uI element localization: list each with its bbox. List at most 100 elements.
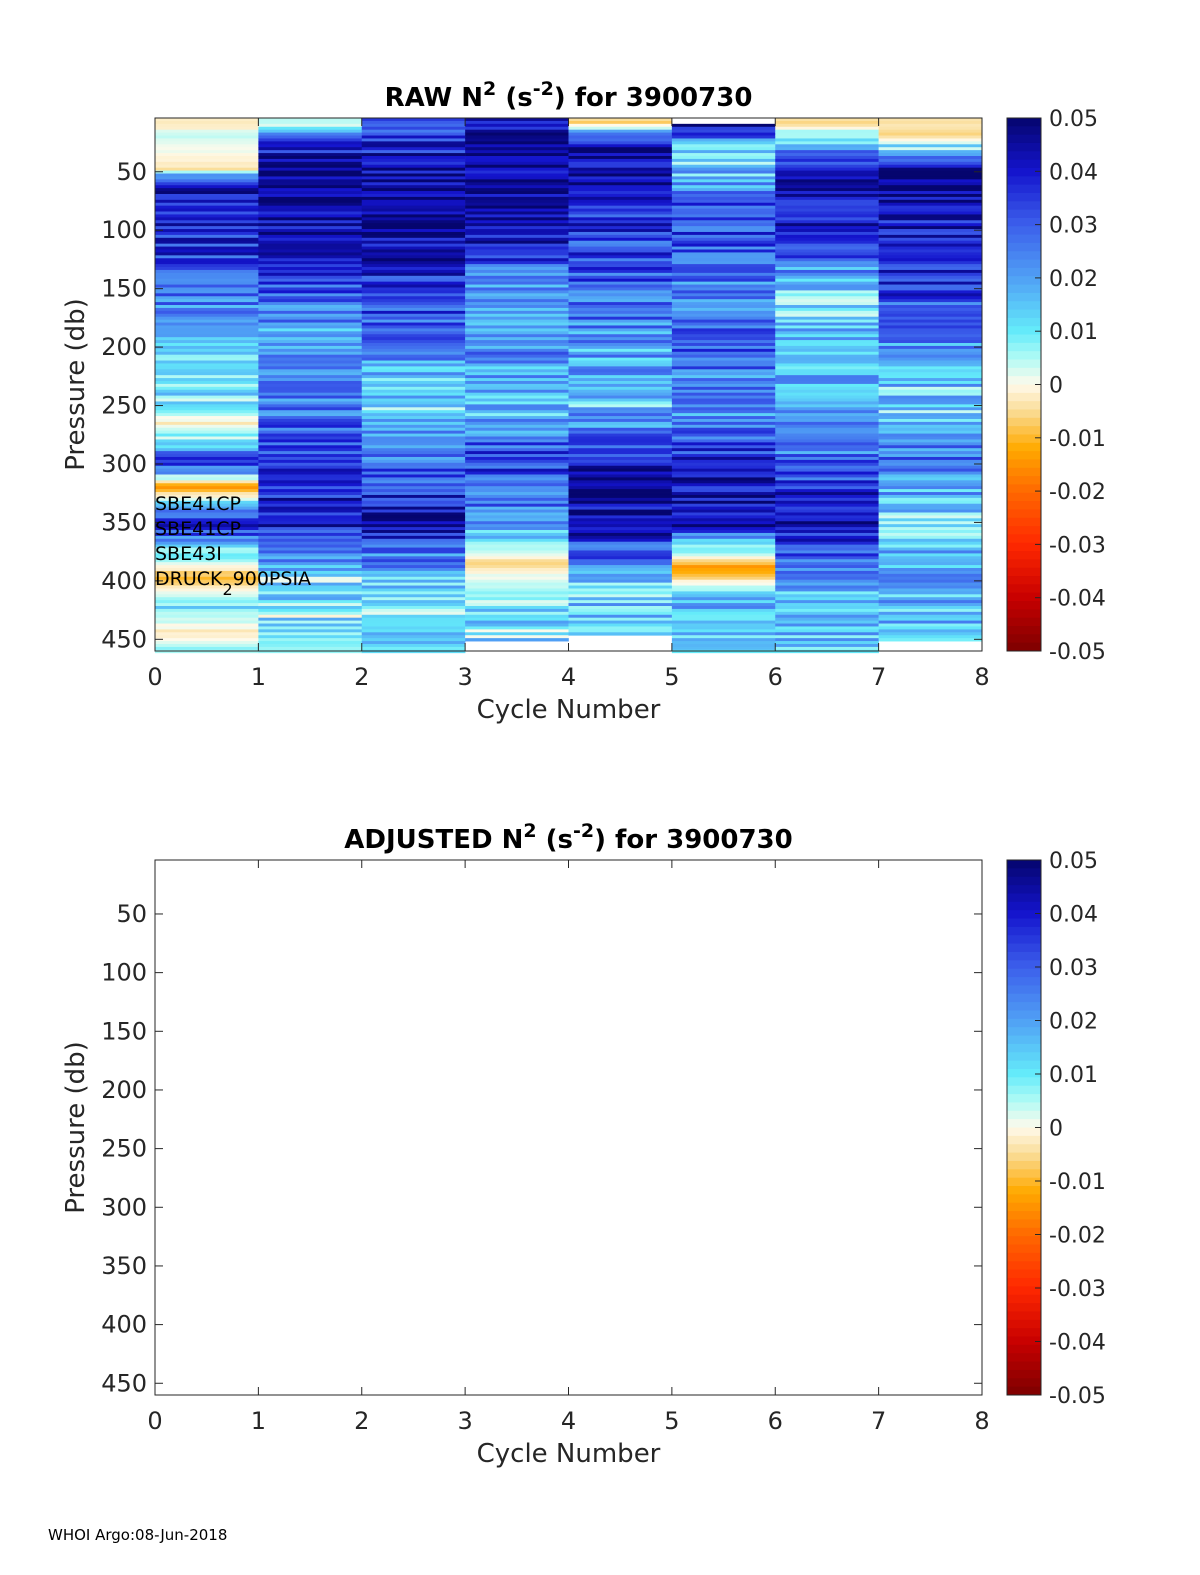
- heatmap-cell: [465, 170, 569, 174]
- heatmap-cell: [155, 433, 259, 437]
- colorbar-segment: [1007, 1002, 1041, 1011]
- heatmap-cell: [258, 340, 363, 344]
- heatmap-cell: [258, 132, 363, 136]
- heatmap-cell: [465, 246, 569, 250]
- heatmap-cell: [155, 643, 259, 648]
- heatmap-cell: [568, 211, 673, 215]
- heatmap-cell: [258, 492, 363, 496]
- heatmap-cell: [465, 214, 569, 218]
- heatmap-cell: [258, 553, 363, 557]
- heatmap-cell: [775, 141, 879, 145]
- heatmap-cell: [775, 375, 879, 379]
- heatmap-cell: [775, 150, 879, 154]
- heatmap-cell: [671, 372, 776, 376]
- heatmap-cell: [258, 264, 363, 268]
- heatmap-cell: [671, 363, 776, 367]
- heatmap-cell: [465, 144, 569, 148]
- heatmap-cell: [155, 489, 259, 493]
- heatmap-cell: [258, 442, 363, 446]
- heatmap-cell: [465, 123, 569, 128]
- heatmap-cell: [361, 123, 466, 128]
- heatmap-cell: [258, 153, 363, 157]
- heatmap-cell: [671, 588, 776, 592]
- heatmap-cell: [258, 430, 363, 434]
- heatmap-cell: [258, 126, 363, 131]
- heatmap-cell: [671, 398, 776, 402]
- heatmap-cell: [775, 474, 879, 478]
- heatmap-cell: [568, 281, 673, 285]
- heatmap-cell: [878, 454, 983, 458]
- heatmap-cell: [775, 617, 879, 622]
- heatmap-cell: [258, 372, 363, 376]
- heatmap-cell: [568, 173, 673, 177]
- colorbar-segment: [1007, 1311, 1041, 1321]
- heatmap-cell: [568, 290, 673, 294]
- heatmap-cell: [465, 378, 569, 382]
- heatmap-cell: [671, 635, 776, 639]
- heatmap-cell: [258, 328, 363, 332]
- colorbar-segment: [1007, 1294, 1041, 1304]
- heatmap-cell: [568, 185, 673, 189]
- heatmap-cell: [361, 231, 466, 236]
- heatmap-cell: [155, 208, 259, 212]
- heatmap-cell: [775, 483, 879, 487]
- heatmap-cell: [671, 550, 776, 554]
- colorbar-segment: [1007, 985, 1041, 995]
- heatmap-cell: [671, 597, 776, 601]
- heatmap-cell: [878, 226, 983, 230]
- heatmap-cell: [361, 293, 466, 297]
- heatmap-cell: [878, 568, 983, 572]
- heatmap-cell: [878, 606, 983, 610]
- heatmap-cell: [568, 530, 673, 534]
- heatmap-cell: [775, 433, 879, 437]
- heatmap-cell: [671, 258, 776, 262]
- colorbar-segment: [1007, 642, 1041, 652]
- heatmap-cell: [568, 445, 673, 449]
- heatmap-cell: [155, 135, 259, 139]
- heatmap-cell: [775, 302, 879, 306]
- heatmap-cell: [775, 392, 879, 396]
- y-tick-label: 150: [101, 275, 147, 303]
- heatmap-cell: [155, 582, 259, 586]
- heatmap-cell: [465, 462, 569, 467]
- heatmap-cell: [465, 229, 569, 233]
- heatmap-cell: [361, 439, 466, 443]
- heatmap-cell: [775, 497, 879, 502]
- colorbar-segment: [1007, 126, 1041, 136]
- heatmap-cell: [568, 191, 673, 195]
- y-tick-label: 300: [101, 1193, 147, 1221]
- heatmap-cell: [568, 354, 673, 359]
- heatmap-cell: [155, 494, 259, 499]
- heatmap-cell: [878, 471, 983, 475]
- heatmap-cell: [465, 430, 569, 434]
- heatmap-cell: [878, 600, 983, 604]
- heatmap-cell: [465, 372, 569, 376]
- heatmap-cell: [671, 454, 776, 458]
- heatmap-cell: [465, 167, 569, 171]
- heatmap-cell: [878, 170, 983, 174]
- heatmap-cell: [671, 249, 776, 253]
- heatmap-cell: [361, 296, 466, 300]
- heatmap-cell: [878, 360, 983, 364]
- heatmap-cell: [671, 617, 776, 622]
- heatmap-cell: [361, 229, 466, 233]
- heatmap-cell: [155, 410, 259, 414]
- heatmap-cell: [361, 579, 466, 584]
- heatmap-cell: [878, 118, 983, 122]
- heatmap-cell: [258, 401, 363, 405]
- heatmap-cell: [361, 144, 466, 148]
- heatmap-cell: [155, 404, 259, 408]
- heatmap-cell: [568, 550, 673, 554]
- heatmap-cell: [361, 337, 466, 341]
- heatmap-cell: [568, 562, 673, 566]
- heatmap-cell: [568, 243, 673, 247]
- heatmap-cell: [878, 185, 983, 189]
- heatmap-cell: [568, 144, 673, 148]
- heatmap-cell: [361, 214, 466, 218]
- heatmap-cell: [465, 506, 569, 510]
- heatmap-cell: [878, 325, 983, 329]
- heatmap-cell: [155, 518, 259, 522]
- heatmap-cell: [568, 231, 673, 236]
- colorbar-segment: [1007, 901, 1041, 911]
- heatmap-cell: [258, 544, 363, 548]
